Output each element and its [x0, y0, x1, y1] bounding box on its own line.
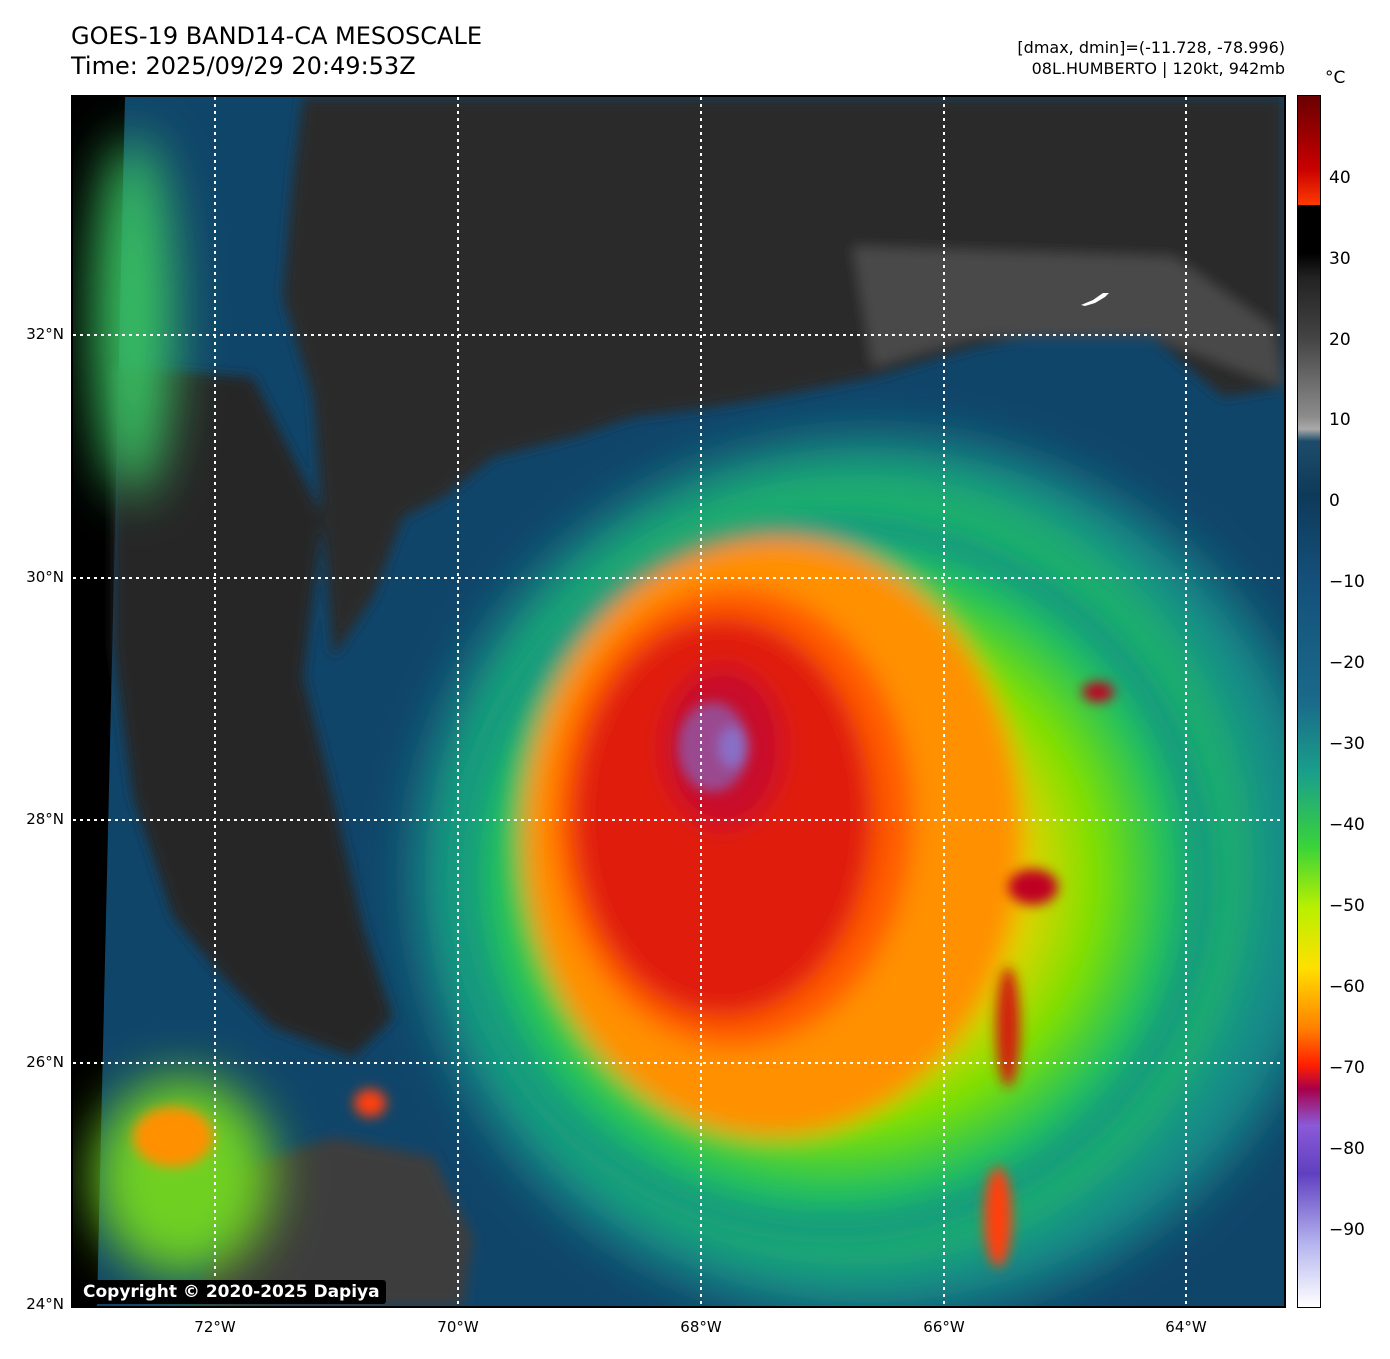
colorbar-tick: −50 — [1329, 896, 1365, 916]
colorbar-tick: 30 — [1329, 249, 1351, 269]
bermuda-outline — [1081, 293, 1109, 306]
range-text: [dmax, dmin]=(-11.728, -78.996) — [1017, 38, 1285, 57]
lon-label-66w: 66°W — [923, 1318, 965, 1336]
colorbar-tick: −30 — [1329, 734, 1365, 754]
lon-label-72w: 72°W — [194, 1318, 236, 1336]
graticule — [73, 97, 1284, 1306]
colorbar-tick: −10 — [1329, 572, 1365, 592]
lat-label-24n: 24°N — [26, 1295, 64, 1313]
copyright-label: Copyright © 2020-2025 Dapiya — [77, 1280, 386, 1304]
colorbar-tick: 40 — [1329, 168, 1351, 188]
lon-label-68w: 68°W — [680, 1318, 722, 1336]
colorbar-tick: −60 — [1329, 977, 1365, 997]
timestamp: Time: 2025/09/29 20:49:53Z — [71, 52, 416, 80]
storm-info: 08L.HUMBERTO | 120kt, 942mb — [1031, 59, 1285, 78]
colorbar-unit: °C — [1325, 68, 1346, 88]
lon-label-70w: 70°W — [437, 1318, 479, 1336]
lat-label-30n: 30°N — [26, 568, 64, 586]
lat-label-32n: 32°N — [26, 325, 64, 343]
map-title: GOES-19 BAND14-CA MESOSCALE — [71, 22, 482, 50]
colorbar-tick: −70 — [1329, 1058, 1365, 1078]
satellite-map: Copyright © 2020-2025 Dapiya — [71, 95, 1286, 1308]
lat-label-28n: 28°N — [26, 810, 64, 828]
colorbar-tick: −90 — [1329, 1220, 1365, 1240]
lon-label-64w: 64°W — [1165, 1318, 1207, 1336]
colorbar-tick: 20 — [1329, 330, 1351, 350]
colorbar-tick: −20 — [1329, 653, 1365, 673]
colorbar-tick: 0 — [1329, 491, 1340, 511]
satellite-imagery — [73, 97, 1284, 1306]
colorbar-tick: 10 — [1329, 410, 1351, 430]
colorbar-tick: −80 — [1329, 1139, 1365, 1159]
colorbar-tick: −40 — [1329, 815, 1365, 835]
lat-label-26n: 26°N — [26, 1053, 64, 1071]
colorbar — [1297, 95, 1321, 1308]
